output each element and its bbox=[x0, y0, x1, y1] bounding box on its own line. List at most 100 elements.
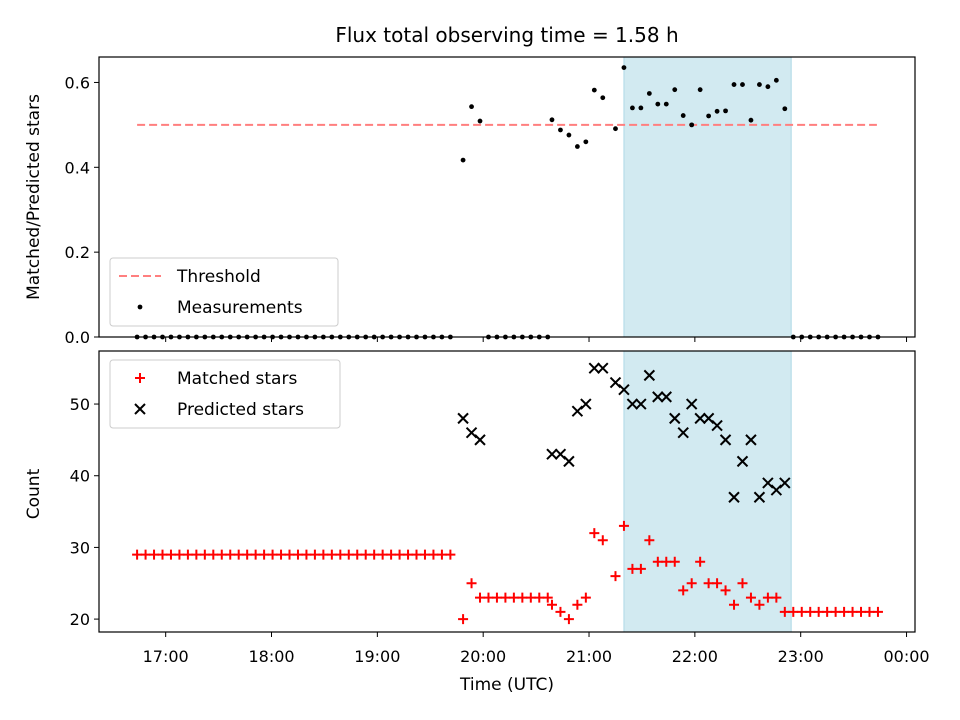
data-point bbox=[326, 549, 337, 560]
data-point bbox=[318, 549, 329, 560]
data-point bbox=[626, 398, 639, 410]
bottom-series-predicted-stars bbox=[457, 362, 791, 503]
y-tick-label: 20 bbox=[70, 610, 90, 629]
data-point bbox=[276, 549, 287, 560]
data-point bbox=[782, 106, 788, 112]
data-point bbox=[672, 87, 678, 93]
data-point bbox=[525, 592, 536, 603]
data-point bbox=[618, 384, 630, 396]
data-point bbox=[839, 606, 850, 617]
data-point bbox=[757, 82, 762, 87]
x-tick-label: 19:00 bbox=[354, 647, 400, 666]
data-point bbox=[822, 606, 833, 617]
data-point bbox=[199, 549, 210, 560]
data-point bbox=[678, 585, 689, 596]
legend-box bbox=[109, 257, 339, 327]
data-point bbox=[771, 592, 782, 603]
bottom-series-matched-stars bbox=[132, 520, 883, 625]
data-point bbox=[745, 434, 757, 446]
y-tick-label: 0.6 bbox=[65, 73, 90, 92]
data-point bbox=[714, 108, 720, 114]
x-tick-label: 00:00 bbox=[883, 647, 929, 666]
data-point bbox=[720, 585, 731, 596]
legend-label: Matched stars bbox=[177, 369, 297, 389]
data-point bbox=[460, 157, 466, 163]
data-point bbox=[474, 434, 486, 446]
data-point bbox=[813, 606, 824, 617]
data-point bbox=[284, 549, 295, 560]
x-tick-label: 23:00 bbox=[778, 647, 824, 666]
data-point bbox=[132, 549, 143, 560]
data-point bbox=[469, 104, 474, 110]
data-point bbox=[754, 599, 765, 610]
data-point bbox=[216, 549, 227, 560]
x-tick-label: 21:00 bbox=[566, 647, 612, 666]
data-point bbox=[419, 549, 430, 560]
data-point bbox=[555, 606, 566, 617]
data-point bbox=[477, 118, 483, 124]
top-legend: Threshold Measurements bbox=[109, 257, 339, 327]
data-point bbox=[343, 549, 354, 560]
data-point bbox=[779, 606, 790, 617]
top-series-measurements bbox=[134, 65, 881, 340]
data-point bbox=[661, 556, 672, 567]
data-point bbox=[225, 549, 236, 560]
data-point bbox=[475, 592, 486, 603]
data-point bbox=[618, 520, 629, 531]
data-point bbox=[436, 549, 447, 560]
legend-marker-swatch bbox=[137, 304, 143, 310]
data-point bbox=[643, 369, 656, 382]
data-point bbox=[583, 139, 589, 145]
data-point bbox=[165, 549, 176, 560]
top-y-axis-label: Matched/Predicted stars bbox=[24, 94, 44, 300]
data-point bbox=[259, 549, 270, 560]
data-point bbox=[563, 614, 574, 625]
data-point bbox=[677, 427, 689, 439]
data-point bbox=[377, 549, 388, 560]
data-point bbox=[445, 549, 456, 560]
data-point bbox=[597, 362, 609, 374]
data-point bbox=[630, 105, 635, 111]
data-point bbox=[549, 117, 555, 123]
data-point bbox=[723, 108, 728, 114]
data-point bbox=[292, 549, 303, 560]
data-point bbox=[830, 606, 841, 617]
data-point bbox=[796, 606, 807, 617]
data-point bbox=[697, 87, 703, 93]
data-point bbox=[610, 571, 621, 582]
data-point bbox=[706, 113, 712, 119]
x-axis-label: Time (UTC) bbox=[459, 675, 554, 695]
data-point bbox=[847, 606, 858, 617]
data-point bbox=[335, 549, 346, 560]
data-point bbox=[773, 77, 779, 83]
data-point bbox=[483, 592, 494, 603]
data-point bbox=[580, 398, 592, 410]
data-point bbox=[508, 592, 519, 603]
data-point bbox=[182, 549, 193, 560]
legend-marker-swatch bbox=[134, 403, 146, 415]
data-point bbox=[517, 592, 528, 603]
data-point bbox=[712, 578, 723, 589]
data-point bbox=[669, 556, 680, 567]
data-point bbox=[428, 549, 439, 560]
data-point bbox=[644, 535, 655, 546]
data-point bbox=[740, 82, 745, 87]
top-observing-window bbox=[623, 56, 792, 338]
data-point bbox=[680, 113, 686, 118]
data-point bbox=[779, 477, 791, 489]
bottom-observing-window bbox=[623, 350, 792, 633]
data-point bbox=[558, 127, 563, 133]
legend-label: Measurements bbox=[177, 298, 303, 318]
data-point bbox=[646, 91, 652, 96]
data-point bbox=[140, 549, 151, 560]
data-point bbox=[386, 549, 397, 560]
data-point bbox=[685, 398, 698, 410]
data-point bbox=[242, 549, 253, 560]
data-point bbox=[689, 122, 695, 128]
y-tick-label: 0.0 bbox=[65, 328, 90, 347]
data-point bbox=[748, 117, 754, 123]
data-point bbox=[466, 578, 477, 589]
data-point bbox=[157, 549, 168, 560]
legend-label: Threshold bbox=[176, 267, 261, 287]
